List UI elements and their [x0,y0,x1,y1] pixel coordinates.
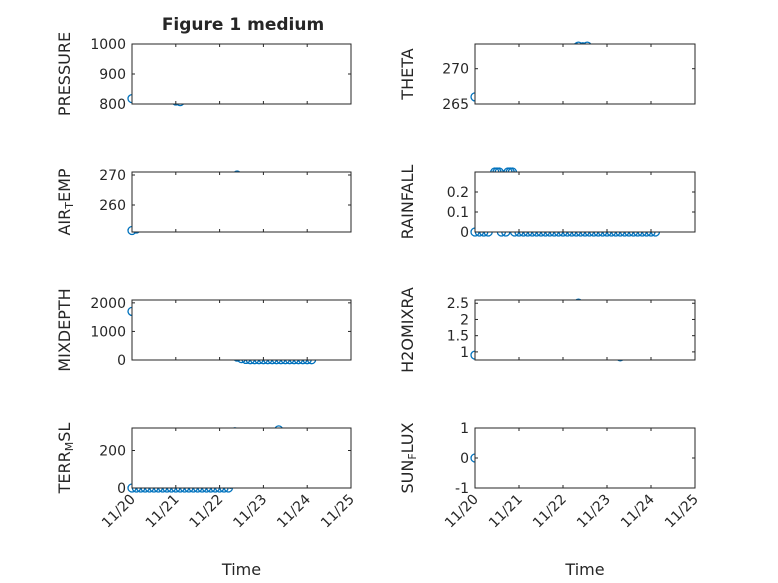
panel-air_temp: 260 270 AIRTEMP [55,168,352,236]
y-tick-label: 0 [117,481,126,497]
y-tick-label: 0 [460,451,469,467]
y-tick-label: 200 [99,444,126,460]
x-tick-label: 11/20 [99,492,139,532]
x-axis-label: Time [221,560,261,579]
y-axis-label: H2OMIXRA [398,287,417,373]
y-tick-label: 265 [442,97,469,113]
y-tick-label: 2 [460,312,469,328]
panel-h2omixra: 11.522.5 H2OMIXRA [398,287,696,373]
y-tick-label: 0 [460,225,469,241]
y-tick-label: 270 [99,168,126,184]
y-tick-label: 1 [460,421,469,437]
y-tick-label: 800 [99,97,126,113]
axes-box [474,43,696,105]
y-tick-label: 260 [99,198,126,214]
y-tick-label: -1 [455,481,469,497]
figure-title: Figure 1 medium [162,15,324,35]
panel-mixdepth: 0 1000 2000 MIXDEPTH [55,288,352,372]
x-tick-label: 11/24 [274,491,314,531]
y-tick-label: 1.5 [447,329,469,345]
y-tick-label: 270 [442,62,469,78]
x-tick-label: 11/21 [486,492,526,532]
y-tick-label: 1000 [90,324,126,340]
axes-box [474,427,696,489]
panel-terr_msl: 0 200 11/20 11/21 11/22 11/23 11/24 11/25 Time TE… [55,423,358,579]
axes-box [474,171,696,233]
x-tick-label: 11/24 [618,491,658,531]
axes-box [131,427,352,489]
y-tick-label: 1000 [90,37,126,53]
panel-sun_flux: -1 0 1 11/20 11/21 11/22 11/23 11/24 11/25 Time SU… [398,421,702,579]
y-tick-label: 900 [99,67,126,83]
x-axis-label: Time [564,560,604,579]
y-axis-label: AIRTEMP [55,168,76,235]
panel-rainfall: 0 0.1 0.2 RAINFALL [398,165,696,241]
panel-theta: 265 270 THETA [398,41,696,113]
x-tick-label: 11/21 [143,492,183,532]
y-axis-label: MIXDEPTH [55,288,74,371]
y-tick-label: 0 [117,353,126,369]
x-tick-label: 11/23 [574,492,614,532]
x-tick-label: 11/25 [318,492,358,532]
axes-box [131,43,352,105]
y-tick-label: 1 [460,345,469,361]
axes-box [131,299,352,361]
x-tick-label: 11/22 [530,492,570,532]
y-tick-label: 0.2 [447,185,469,201]
x-tick-label: 11/20 [442,492,482,532]
panel-pressure: 800 900 1000 PRESSURE [55,32,352,116]
y-axis-label: RAINFALL [398,165,417,240]
y-tick-label: 2.5 [447,296,469,312]
y-axis-label: SUNFLUX [398,422,419,493]
y-axis-label: PRESSURE [55,32,74,116]
x-tick-label: 11/22 [187,492,227,532]
y-axis-label: THETA [398,48,417,100]
x-tick-label: 11/25 [662,492,702,532]
axes-box [131,171,352,233]
y-tick-label: 0.1 [447,205,469,221]
x-tick-label: 11/23 [230,492,270,532]
y-tick-label: 2000 [90,296,126,312]
y-axis-label: TERRMSL [55,423,76,495]
axes-box [474,299,696,361]
